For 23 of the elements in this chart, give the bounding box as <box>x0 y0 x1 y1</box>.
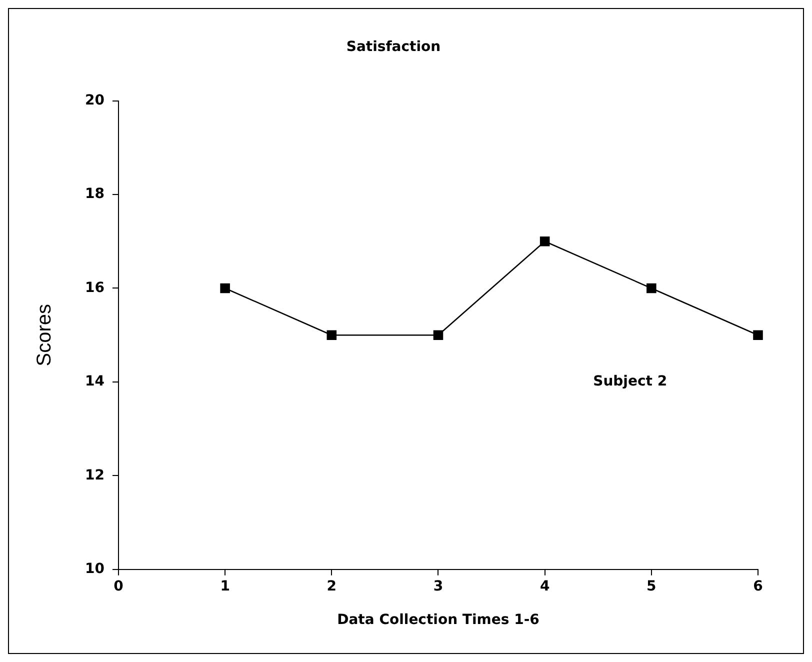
x-tick-label: 5 <box>646 578 656 594</box>
x-tick-label: 2 <box>326 578 337 594</box>
point <box>540 236 550 246</box>
point <box>646 283 656 294</box>
x-tick-label: 4 <box>540 578 550 594</box>
x-tick-label: 6 <box>753 578 763 594</box>
y-tick-label: 10 <box>85 561 105 578</box>
y-tick-label: 20 <box>85 92 105 108</box>
point <box>753 330 763 340</box>
point <box>326 330 337 340</box>
y-tick-label: 12 <box>85 467 104 484</box>
chart-title: Satisfaction <box>346 39 441 56</box>
y-tick-label: 18 <box>85 186 104 202</box>
x-tick-label: 3 <box>433 578 444 594</box>
x-axis-title: Data Collection Times 1-6 <box>337 612 540 628</box>
x-tick-label: 0 <box>114 578 124 594</box>
point <box>220 283 230 294</box>
y-axis-title: Scores <box>34 304 56 366</box>
point <box>433 330 444 340</box>
x-tick-label: 1 <box>220 578 230 594</box>
annotation: Subject 2 <box>593 374 668 390</box>
y-tick-label: 16 <box>85 280 104 296</box>
y-tick-label: 14 <box>85 374 105 390</box>
